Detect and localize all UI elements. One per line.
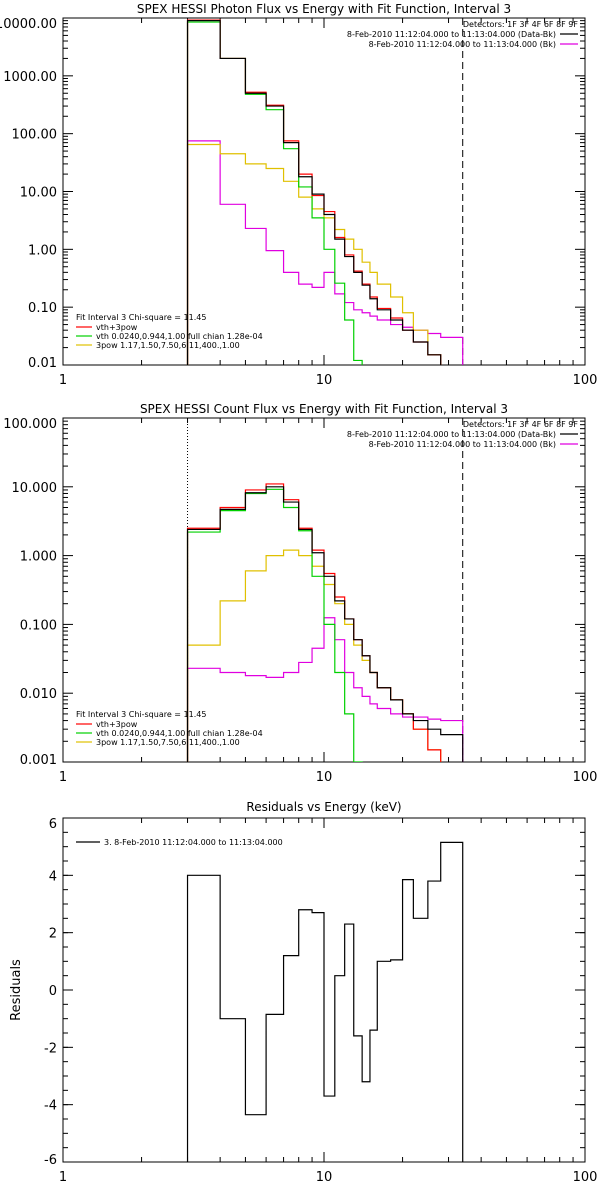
- y-tick-label: 0: [49, 984, 57, 999]
- x-tick-label: 1: [59, 373, 67, 388]
- x-tick-label: 10: [316, 373, 333, 388]
- chart-panel-3: Residuals vs Energy (keV) 1 10 100 -6 -4 -2 0 2 4…: [9, 800, 597, 1185]
- detectors-label: Detectors: 1F 3F 4F 6F 8F 9F: [463, 20, 579, 29]
- x-tick-label: 1: [59, 770, 67, 785]
- y-tick-label: 10.00: [20, 186, 57, 201]
- y-tick-label: 6: [49, 817, 57, 832]
- y-tick-label: 0.010: [20, 687, 57, 702]
- chart-panel-1: SPEX HESSI Photon Flux vs Energy with Fi…: [0, 2, 598, 388]
- y-tick-label: 0.10: [28, 301, 57, 316]
- series-5-histogram: [186, 486, 464, 762]
- fit-legend-label: 3pow 1.17,1.50,7.50,6.11,400.,1.00: [96, 341, 240, 350]
- fit-legend-label: vth 0.0240,0.944,1.00 full chian 1.28e-0…: [96, 332, 263, 341]
- x-tick-label: 10: [316, 770, 333, 785]
- series-1-histogram: [186, 841, 464, 1162]
- header-legend-label: 8-Feb-2010 11:12:04.000 to 11:13:04.000 …: [347, 30, 556, 39]
- header-legend-label: 8-Feb-2010 11:12:04.000 to 11:13:04.000 …: [347, 430, 556, 439]
- series-5-histogram: [186, 20, 464, 365]
- y-tick-label: 0.100: [20, 618, 57, 633]
- chart-title: Residuals vs Energy (keV): [246, 800, 401, 814]
- x-tick-label: 10: [316, 1170, 333, 1185]
- fit-legend-title: Fit Interval 3 Chi-square = 11.45: [76, 313, 206, 322]
- series-4-histogram: [186, 19, 464, 365]
- y-tick-label: 0.01: [28, 356, 57, 371]
- series-3-histogram: [186, 21, 464, 365]
- data-layer: [186, 841, 464, 1162]
- chart-title: SPEX HESSI Photon Flux vs Energy with Fi…: [137, 2, 511, 16]
- residual-legend-label: 3. 8-Feb-2010 11:12:04.000 to 11:13:04.0…: [104, 838, 283, 847]
- y-tick-label: 1000.00: [3, 70, 57, 85]
- fit-legend-label: vth 0.0240,0.944,1.00 full chian 1.28e-0…: [96, 729, 263, 738]
- data-layer: [186, 19, 464, 365]
- chart-panel-2: SPEX HESSI Count Flux vs Energy with Fit…: [3, 402, 598, 785]
- fit-legend-label: vth+3pow: [96, 323, 138, 332]
- series-2-histogram: [186, 143, 464, 365]
- y-tick-label: 0.001: [20, 753, 57, 768]
- chart-title: SPEX HESSI Count Flux vs Energy with Fit…: [140, 402, 508, 416]
- fit-legend-label: vth+3pow: [96, 720, 138, 729]
- header-legend-label: 8-Feb-2010 11:12:04.000 to 11:13:04.000 …: [369, 40, 556, 49]
- x-tick-label: 100: [573, 770, 598, 785]
- y-tick-label: 1.00: [28, 243, 57, 258]
- y-tick-label: -6: [44, 1153, 57, 1168]
- y-tick-label: 1.000: [20, 550, 57, 565]
- y-tick-label: -4: [44, 1099, 57, 1114]
- series-4-histogram: [186, 483, 464, 762]
- series-3-histogram: [186, 488, 464, 762]
- y-tick-label: 10.000: [12, 481, 58, 496]
- y-tick-label: 100.00: [12, 128, 58, 143]
- data-layer: [186, 483, 464, 762]
- x-tick-label: 100: [573, 1170, 598, 1185]
- y-axis-label: Residuals: [9, 959, 24, 1021]
- x-tick-label: 100: [573, 373, 598, 388]
- fit-legend-label: 3pow 1.17,1.50,7.50,6.11,400.,1.00: [96, 738, 240, 747]
- y-tick-label: 4: [49, 869, 57, 884]
- x-tick-label: 1: [59, 1170, 67, 1185]
- y-tick-label: 100.000: [3, 417, 57, 432]
- fit-legend-title: Fit Interval 3 Chi-square = 11.45: [76, 710, 206, 719]
- y-tick-label: -2: [44, 1041, 57, 1056]
- y-tick-label: 2: [49, 927, 57, 942]
- header-legend-label: 8-Feb-2010 11:12:04.000 to 11:13:04.000 …: [369, 440, 556, 449]
- detectors-label: Detectors: 1F 3F 4F 6F 8F 9F: [463, 420, 579, 429]
- y-tick-label: 10000.00: [0, 17, 57, 32]
